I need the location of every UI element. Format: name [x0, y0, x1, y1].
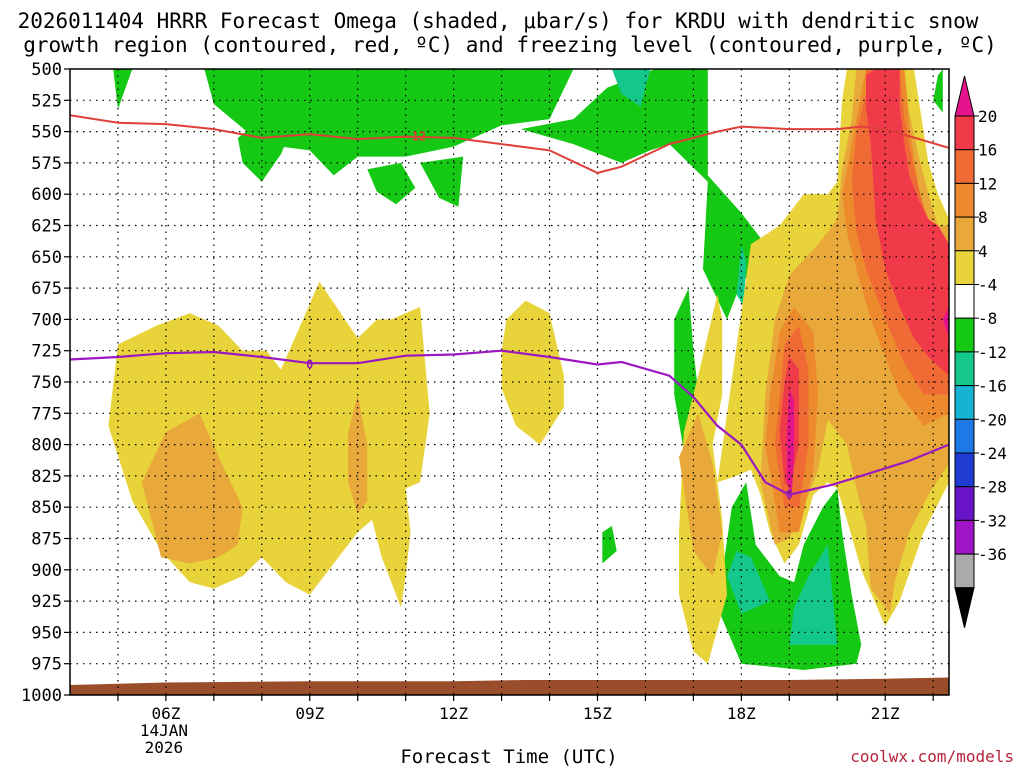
- y-tick-label-775: 775: [31, 404, 62, 424]
- colorbar-swatch-4: [954, 250, 975, 286]
- omega-shade-0-4: [420, 156, 464, 207]
- y-tick-label-500: 500: [31, 60, 62, 80]
- chart-title-line-1: 2026011404 HRRR Forecast Omega (shaded, …: [18, 9, 979, 33]
- isotherm-label: -12: [404, 130, 426, 144]
- colorbar-label-0: 20: [978, 107, 997, 126]
- omega-shade-3-0: [141, 413, 243, 564]
- y-tick-label-925: 925: [31, 592, 62, 612]
- colorbar-label-7: -12: [978, 343, 1007, 362]
- x-tick-label-12: 12Z: [439, 704, 468, 723]
- y-tick-label-1000: 1000: [21, 686, 62, 706]
- colorbar: 20 16 12 8 4 -4 -8 -12 -16 -20 -24 -28 -32 -36: [954, 75, 1007, 628]
- y-tick-label-600: 600: [31, 185, 62, 205]
- omega-shade-0-5: [520, 69, 766, 320]
- y-tick-label-525: 525: [31, 91, 62, 111]
- colorbar-top-arrow: [954, 75, 975, 117]
- colorbar-label-13: -36: [978, 545, 1007, 564]
- omega-shade-0-9: [933, 69, 943, 113]
- omega-shade-7-1: [942, 306, 949, 339]
- surface-ground: [70, 677, 949, 695]
- freezing-level-label: 0: [306, 357, 313, 371]
- colorbar-label-2: 12: [978, 174, 997, 193]
- isotherm-minus12-line: [70, 114, 949, 174]
- y-tick-label-725: 725: [31, 342, 62, 362]
- y-tick-label-575: 575: [31, 154, 62, 174]
- x-year-label: 2026: [145, 738, 184, 757]
- omega-shade-2-1: [501, 300, 564, 445]
- y-tick-label-675: 675: [31, 279, 62, 299]
- y-tick-label-950: 950: [31, 623, 62, 643]
- colorbar-label-9: -20: [978, 410, 1007, 429]
- y-tick-label-650: 650: [31, 248, 62, 268]
- colorbar-swatch-10: [954, 452, 975, 488]
- y-tick-label-850: 850: [31, 498, 62, 518]
- contour-lines: [70, 114, 949, 496]
- omega-shade-7-0: [786, 388, 795, 495]
- y-tick-label-825: 825: [31, 467, 62, 487]
- y-tick-label-800: 800: [31, 436, 62, 456]
- omega-shade-3-2: [679, 413, 723, 577]
- credit-text: coolwx.com/models: [850, 747, 1014, 766]
- colorbar-bottom-arrow: [954, 587, 975, 628]
- x-date-label: 14JAN: [140, 721, 188, 740]
- x-tick-label-6: 06Z: [151, 704, 180, 723]
- colorbar-swatch-1: [954, 149, 975, 184]
- omega-shade-0-2: [237, 119, 291, 182]
- colorbar-label-8: -16: [978, 377, 1007, 396]
- colorbar-swatch-5: [954, 284, 975, 319]
- colorbar-label-11: -28: [978, 478, 1007, 497]
- colorbar-swatch-9: [954, 418, 975, 454]
- omega-shade-1-0: [611, 69, 651, 107]
- omega-shade-0-3: [367, 162, 416, 205]
- colorbar-swatch-3: [954, 216, 975, 252]
- colorbar-swatch-2: [954, 182, 975, 218]
- y-tick-label-700: 700: [31, 310, 62, 330]
- colorbar-swatch-11: [954, 486, 975, 521]
- x-tick-label-9: 09Z: [295, 704, 324, 723]
- chart-title-line-2: growth region (contoured, red, ºC) and f…: [23, 33, 997, 57]
- freezing-level-label-2: 0: [786, 488, 793, 502]
- omega-shade-2-0: [108, 281, 430, 608]
- colorbar-swatch-12: [954, 519, 975, 555]
- omega-shade-0-7: [602, 526, 617, 564]
- colorbar-label-3: 8: [978, 208, 988, 227]
- colorbar-label-4: 4: [978, 242, 988, 261]
- y-axis: 500 525 550 575 600 625 650 675 700 725 750 775 800 8…: [21, 60, 70, 706]
- colorbar-swatch-8: [954, 385, 975, 420]
- x-tick-label-18: 18Z: [727, 704, 756, 723]
- x-axis-label: Forecast Time (UTC): [400, 746, 617, 768]
- y-tick-label-900: 900: [31, 561, 62, 581]
- freezing-level-line: [70, 349, 949, 496]
- colorbar-swatch-13: [954, 553, 975, 589]
- y-tick-label-625: 625: [31, 217, 62, 237]
- y-tick-label-750: 750: [31, 373, 62, 393]
- plot-area: [70, 69, 949, 695]
- x-tick-label-15: 15Z: [583, 704, 612, 723]
- y-tick-label-550: 550: [31, 123, 62, 143]
- y-tick-label-975: 975: [31, 655, 62, 675]
- colorbar-swatch-0: [954, 115, 975, 151]
- x-tick-label-21: 21Z: [871, 704, 900, 723]
- colorbar-label-6: -8: [978, 309, 997, 328]
- omega-shade-1-2: [727, 551, 771, 614]
- contour-labels: -12 0 0: [306, 130, 793, 502]
- omega-shade-0-1: [204, 69, 574, 176]
- colorbar-label-10: -24: [978, 444, 1007, 463]
- colorbar-swatch-7: [954, 351, 975, 387]
- omega-shade-6-1: [866, 69, 949, 376]
- omega-shade-0-0: [113, 69, 133, 110]
- colorbar-swatch-6: [954, 317, 975, 353]
- y-tick-label-875: 875: [31, 530, 62, 550]
- colorbar-label-12: -32: [978, 511, 1007, 530]
- colorbar-label-1: 16: [978, 141, 997, 160]
- omega-shade-1-1: [736, 244, 747, 307]
- colorbar-label-5: -4: [978, 276, 997, 295]
